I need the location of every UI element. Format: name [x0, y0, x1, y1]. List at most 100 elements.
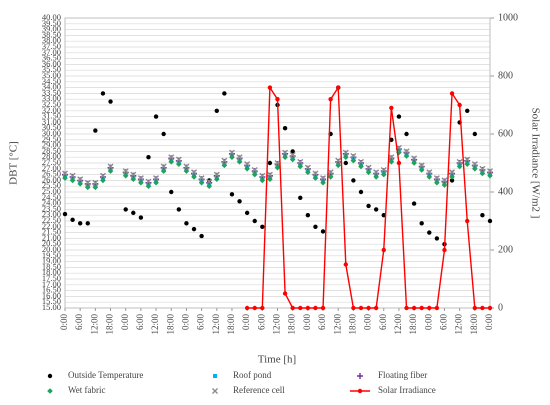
x-tick-label: 0:00: [484, 314, 494, 331]
y-tick-label: 26.50: [42, 169, 61, 179]
x-tick-label: 0:00: [59, 314, 69, 331]
data-point: [472, 166, 478, 172]
y-tick-label: 24.00: [42, 198, 61, 208]
data-point: [320, 305, 326, 311]
data-point: [434, 305, 440, 311]
data-point: [282, 154, 288, 160]
data-point: [176, 207, 182, 212]
data-point: [131, 210, 136, 216]
data-point: [259, 177, 266, 184]
y-tick-label: 35.00: [42, 70, 61, 80]
legend-marker: [357, 373, 363, 379]
data-point: [244, 210, 250, 216]
y-tick-label: 30.50: [42, 122, 61, 132]
data-point: [419, 305, 424, 311]
data-point: [381, 247, 386, 253]
data-point: [229, 154, 235, 160]
x-tick-label: 0:00: [120, 314, 130, 331]
data-point: [298, 305, 303, 311]
data-point: [175, 156, 182, 163]
data-point: [138, 215, 144, 220]
data-point: [373, 207, 379, 212]
data-point: [77, 181, 83, 187]
data-point: [77, 221, 83, 226]
data-point: [122, 172, 129, 179]
y-tick-label: 33.50: [42, 87, 61, 97]
y-tick-label: 18.50: [42, 261, 61, 271]
data-point: [198, 175, 205, 182]
data-point: [456, 158, 463, 165]
data-point: [487, 305, 493, 311]
data-point: [198, 179, 205, 186]
data-point: [282, 126, 288, 131]
data-point: [320, 229, 326, 234]
data-point: [305, 213, 311, 218]
data-point: [305, 169, 311, 176]
data-point: [418, 167, 425, 173]
data-point: [244, 305, 250, 311]
data-point: [62, 175, 68, 181]
y-tick-label: 34.50: [42, 76, 61, 86]
data-point: [479, 165, 486, 172]
data-point: [358, 163, 364, 170]
data-point: [442, 247, 447, 253]
data-point: [229, 192, 235, 197]
data-point: [99, 172, 106, 179]
data-point: [297, 163, 304, 170]
data-point: [343, 154, 349, 160]
data-point: [160, 163, 167, 170]
x-tick-label: 12:00: [211, 314, 221, 335]
data-point: [153, 175, 160, 182]
data-point: [275, 97, 280, 102]
data-point: [396, 160, 402, 166]
y-tick-label: 19.50: [42, 250, 61, 260]
y-tick-label: 17.00: [42, 279, 61, 289]
legend-label: Floating fiber: [378, 370, 427, 380]
data-point: [411, 201, 417, 206]
data-point: [304, 164, 311, 171]
legend-marker: [213, 374, 217, 378]
data-point: [93, 128, 98, 133]
y2-tick-label: 200: [498, 244, 513, 255]
data-point: [77, 176, 84, 183]
data-point: [138, 179, 144, 186]
data-point: [168, 159, 175, 165]
data-point: [464, 156, 471, 163]
legend-label: Outside Temperature: [68, 370, 143, 380]
data-point: [388, 159, 395, 165]
data-point: [298, 195, 303, 200]
data-point: [335, 157, 342, 164]
x-tick-label: 18:00: [105, 314, 115, 335]
y-tick-label: 28.00: [42, 151, 61, 161]
data-point: [366, 203, 371, 209]
data-point: [244, 161, 251, 168]
x-tick-label: 12:00: [332, 314, 342, 335]
data-point: [350, 157, 357, 164]
x-tick-label: 0:00: [302, 314, 312, 331]
x-tick-label: 18:00: [469, 314, 479, 335]
y2-tick-label: 600: [498, 128, 513, 139]
y-tick-label: 24.50: [42, 192, 61, 202]
data-point: [244, 166, 250, 172]
data-point: [267, 85, 273, 90]
data-point: [123, 207, 128, 212]
data-point: [373, 169, 380, 176]
y-tick-label: 25.00: [42, 186, 61, 196]
data-point: [335, 162, 342, 169]
y-tick-label: 31.50: [42, 111, 61, 121]
data-point: [411, 155, 418, 162]
x-tick-label: 6:00: [74, 314, 84, 331]
data-point: [252, 218, 257, 224]
data-point: [366, 305, 371, 311]
y2-axis-title: Solar Irradiance [W/m2 ]: [529, 108, 541, 219]
y2-tick-label: 800: [498, 70, 513, 81]
data-point: [403, 148, 410, 155]
y-tick-label: 38.00: [42, 35, 61, 45]
y-tick-label: 21.50: [42, 227, 61, 237]
data-point: [252, 305, 257, 311]
y2-tick-label: 400: [498, 186, 513, 197]
legend-label: Solar Irradiance: [378, 385, 436, 395]
y-tick-label: 27.00: [42, 163, 61, 173]
data-point: [426, 174, 433, 180]
y-tick-label: 26.00: [42, 174, 61, 184]
